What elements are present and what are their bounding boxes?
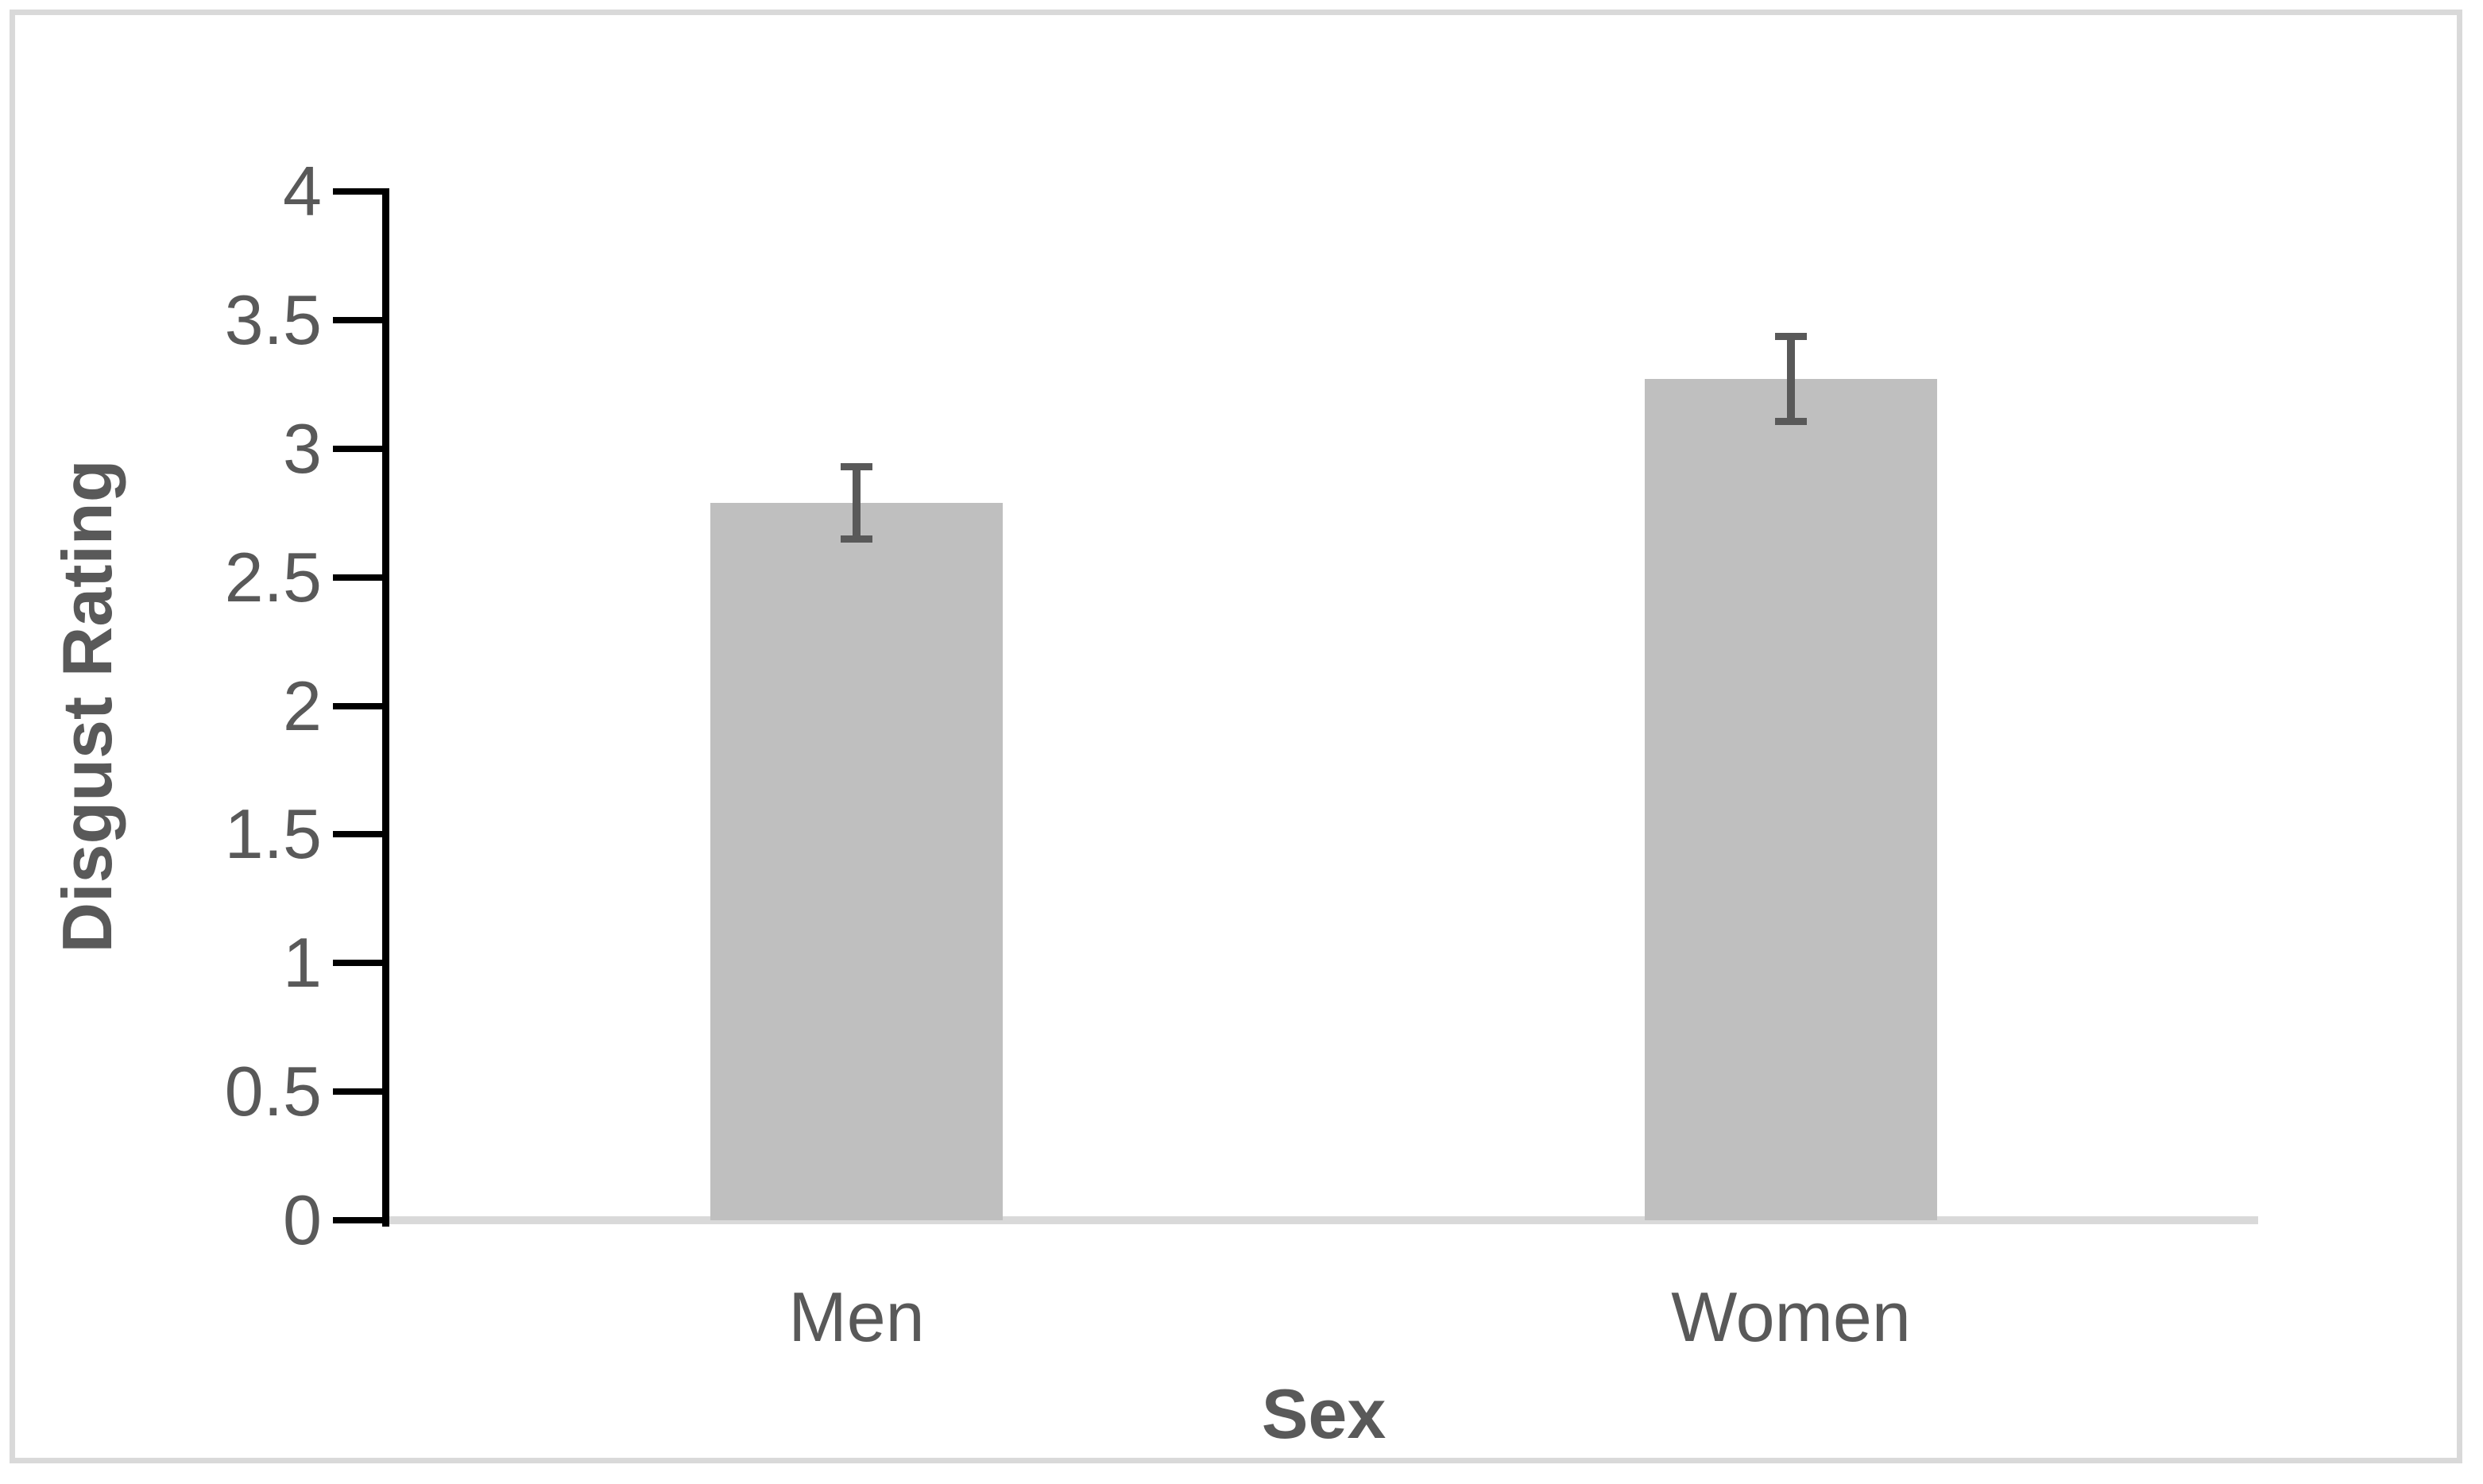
y-axis-tick-label: 3	[283, 408, 322, 488]
y-axis-tick	[333, 445, 382, 452]
x-axis-line	[389, 1216, 2258, 1224]
y-axis-tick	[333, 1217, 382, 1223]
y-axis-tick-label: 1.5	[224, 794, 322, 874]
y-axis-tick-label: 2.5	[224, 537, 322, 616]
error-bar-bottom-cap	[841, 535, 872, 543]
y-axis-tick	[333, 1088, 382, 1096]
x-axis-title: Sex	[1261, 1374, 1387, 1453]
error-bar-line	[853, 466, 861, 539]
y-axis-tick-label: 1	[283, 923, 322, 1003]
y-axis-tick	[333, 831, 382, 838]
y-axis-tick-label: 4	[283, 152, 322, 230]
y-axis-tick	[333, 316, 382, 323]
figure-border	[10, 10, 2462, 1463]
y-axis-tick-label: 2	[283, 666, 322, 745]
y-axis-tick	[333, 702, 382, 709]
bar-men	[710, 502, 1003, 1220]
y-axis-tick	[333, 574, 382, 581]
x-axis-category-label: Women	[1671, 1277, 1911, 1356]
y-axis-tick	[333, 188, 382, 195]
error-bar-bottom-cap	[1775, 418, 1807, 426]
y-axis-tick-label: 0	[283, 1181, 322, 1259]
error-bar-top-cap	[841, 462, 872, 470]
error-bar-line	[1787, 336, 1795, 422]
y-axis-line	[382, 188, 389, 1227]
x-axis-category-label: Men	[788, 1277, 925, 1356]
y-axis-tick-label: 3.5	[224, 280, 322, 359]
y-axis-tick	[333, 960, 382, 967]
error-bar-top-cap	[1775, 333, 1807, 341]
y-axis-tick-label: 0.5	[224, 1052, 322, 1131]
bar-women	[1645, 379, 1937, 1220]
